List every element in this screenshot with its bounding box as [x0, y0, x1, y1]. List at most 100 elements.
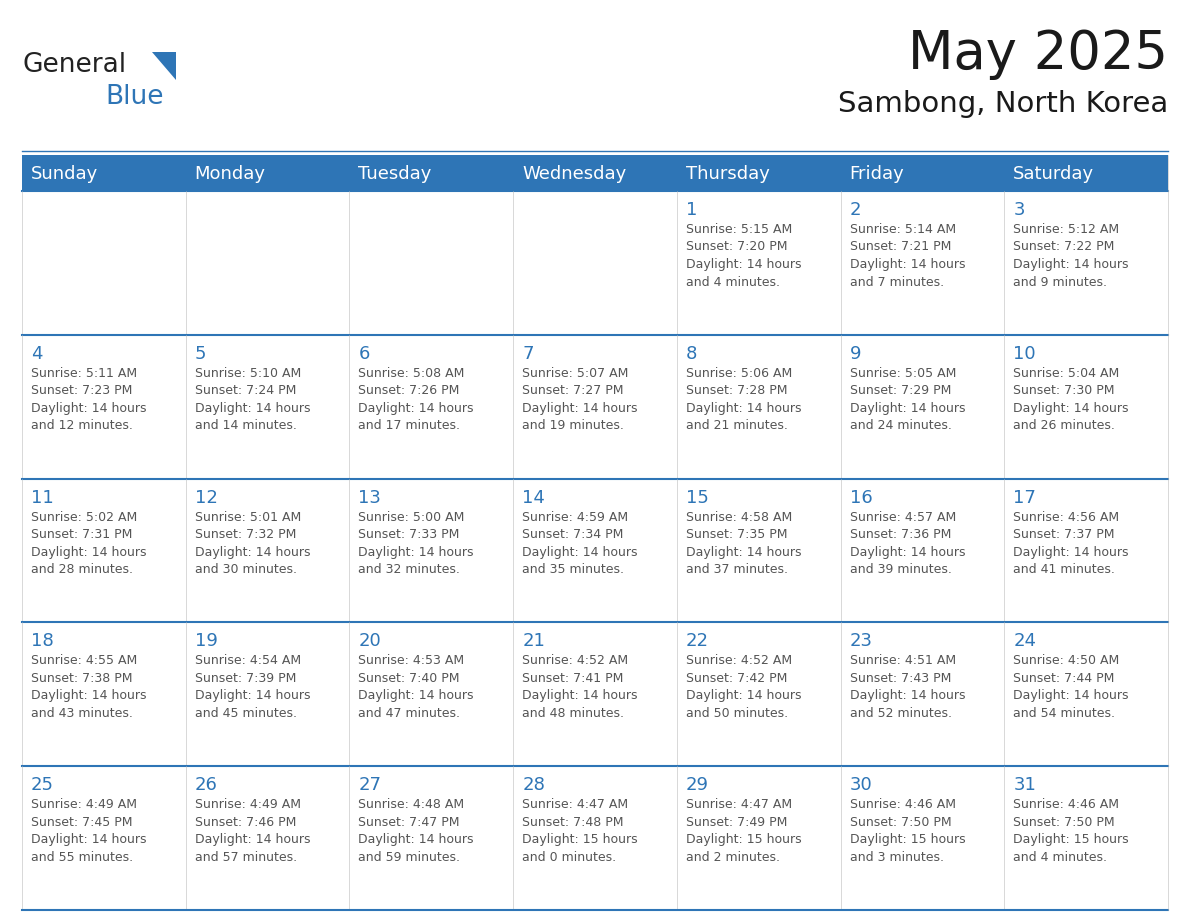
Text: Daylight: 14 hours: Daylight: 14 hours	[31, 689, 146, 702]
Text: Sunrise: 4:53 AM: Sunrise: 4:53 AM	[359, 655, 465, 667]
Text: Sunset: 7:32 PM: Sunset: 7:32 PM	[195, 528, 296, 541]
Text: Sunrise: 5:04 AM: Sunrise: 5:04 AM	[1013, 367, 1119, 380]
Text: Daylight: 15 hours: Daylight: 15 hours	[1013, 834, 1129, 846]
Text: 13: 13	[359, 488, 381, 507]
Text: and 4 minutes.: and 4 minutes.	[1013, 851, 1107, 864]
Text: Sunset: 7:26 PM: Sunset: 7:26 PM	[359, 385, 460, 397]
Text: Sunrise: 4:47 AM: Sunrise: 4:47 AM	[685, 798, 792, 812]
Bar	[513, 335, 677, 478]
Text: May 2025: May 2025	[908, 28, 1168, 80]
Text: Sunrise: 4:49 AM: Sunrise: 4:49 AM	[195, 798, 301, 812]
Text: Daylight: 15 hours: Daylight: 15 hours	[523, 834, 638, 846]
Bar	[23, 335, 185, 478]
Text: Daylight: 14 hours: Daylight: 14 hours	[849, 545, 965, 558]
Text: 15: 15	[685, 488, 709, 507]
Text: Sunset: 7:36 PM: Sunset: 7:36 PM	[849, 528, 950, 541]
Bar	[185, 478, 349, 622]
Text: Sunrise: 5:01 AM: Sunrise: 5:01 AM	[195, 510, 301, 523]
Text: Daylight: 14 hours: Daylight: 14 hours	[523, 545, 638, 558]
Text: Sunrise: 5:14 AM: Sunrise: 5:14 AM	[849, 223, 955, 236]
Bar	[1004, 478, 1168, 622]
Text: 31: 31	[1013, 777, 1036, 794]
Bar	[185, 335, 349, 478]
Text: and 28 minutes.: and 28 minutes.	[31, 563, 133, 577]
Text: Sunset: 7:49 PM: Sunset: 7:49 PM	[685, 816, 788, 829]
Text: and 12 minutes.: and 12 minutes.	[31, 420, 133, 432]
Text: Tuesday: Tuesday	[359, 165, 431, 183]
Text: 19: 19	[195, 633, 217, 650]
Text: Sunset: 7:23 PM: Sunset: 7:23 PM	[31, 385, 132, 397]
Text: Daylight: 14 hours: Daylight: 14 hours	[31, 545, 146, 558]
Text: and 7 minutes.: and 7 minutes.	[849, 275, 943, 288]
Text: 30: 30	[849, 777, 872, 794]
Text: Daylight: 14 hours: Daylight: 14 hours	[1013, 402, 1129, 415]
Text: and 30 minutes.: and 30 minutes.	[195, 563, 297, 577]
Text: and 57 minutes.: and 57 minutes.	[195, 851, 297, 864]
Text: Daylight: 14 hours: Daylight: 14 hours	[359, 689, 474, 702]
Text: 20: 20	[359, 633, 381, 650]
Bar	[185, 622, 349, 767]
Text: and 59 minutes.: and 59 minutes.	[359, 851, 461, 864]
Bar	[349, 155, 513, 191]
Text: 23: 23	[849, 633, 872, 650]
Bar	[677, 478, 841, 622]
Text: 29: 29	[685, 777, 709, 794]
Text: Saturday: Saturday	[1013, 165, 1094, 183]
Bar	[349, 335, 513, 478]
Bar	[1004, 622, 1168, 767]
Text: Sunrise: 4:58 AM: Sunrise: 4:58 AM	[685, 510, 792, 523]
Text: Sunset: 7:41 PM: Sunset: 7:41 PM	[523, 672, 624, 685]
Bar	[349, 767, 513, 910]
Text: Sunset: 7:47 PM: Sunset: 7:47 PM	[359, 816, 460, 829]
Bar	[513, 191, 677, 335]
Text: and 47 minutes.: and 47 minutes.	[359, 707, 461, 720]
Text: 7: 7	[523, 345, 533, 363]
Text: 1: 1	[685, 201, 697, 219]
Text: 27: 27	[359, 777, 381, 794]
Text: and 9 minutes.: and 9 minutes.	[1013, 275, 1107, 288]
Text: Daylight: 14 hours: Daylight: 14 hours	[195, 545, 310, 558]
Text: 22: 22	[685, 633, 709, 650]
Text: and 14 minutes.: and 14 minutes.	[195, 420, 297, 432]
Bar	[185, 155, 349, 191]
Text: Sunrise: 4:52 AM: Sunrise: 4:52 AM	[685, 655, 792, 667]
Bar	[677, 191, 841, 335]
Text: Sambong, North Korea: Sambong, North Korea	[838, 90, 1168, 118]
Bar	[677, 622, 841, 767]
Bar	[513, 622, 677, 767]
Text: Sunrise: 5:05 AM: Sunrise: 5:05 AM	[849, 367, 956, 380]
Text: 11: 11	[31, 488, 53, 507]
Text: 10: 10	[1013, 345, 1036, 363]
Text: Daylight: 14 hours: Daylight: 14 hours	[1013, 689, 1129, 702]
Text: Sunrise: 4:51 AM: Sunrise: 4:51 AM	[849, 655, 955, 667]
Text: and 24 minutes.: and 24 minutes.	[849, 420, 952, 432]
Bar	[1004, 767, 1168, 910]
Text: Daylight: 14 hours: Daylight: 14 hours	[31, 402, 146, 415]
Text: 6: 6	[359, 345, 369, 363]
Text: Daylight: 14 hours: Daylight: 14 hours	[195, 689, 310, 702]
Text: Sunrise: 5:06 AM: Sunrise: 5:06 AM	[685, 367, 792, 380]
Text: Sunset: 7:39 PM: Sunset: 7:39 PM	[195, 672, 296, 685]
Bar	[349, 478, 513, 622]
Bar	[841, 335, 1004, 478]
Text: Sunset: 7:34 PM: Sunset: 7:34 PM	[523, 528, 624, 541]
Bar	[23, 191, 185, 335]
Text: Sunrise: 5:10 AM: Sunrise: 5:10 AM	[195, 367, 301, 380]
Bar	[513, 767, 677, 910]
Text: Daylight: 14 hours: Daylight: 14 hours	[685, 689, 802, 702]
Text: Daylight: 14 hours: Daylight: 14 hours	[31, 834, 146, 846]
Text: Sunrise: 4:59 AM: Sunrise: 4:59 AM	[523, 510, 628, 523]
Text: Sunset: 7:27 PM: Sunset: 7:27 PM	[523, 385, 624, 397]
Text: and 19 minutes.: and 19 minutes.	[523, 420, 624, 432]
Bar	[677, 335, 841, 478]
Text: and 4 minutes.: and 4 minutes.	[685, 275, 779, 288]
Bar	[185, 191, 349, 335]
Text: 3: 3	[1013, 201, 1025, 219]
Text: and 32 minutes.: and 32 minutes.	[359, 563, 460, 577]
Text: 14: 14	[523, 488, 545, 507]
Bar	[1004, 191, 1168, 335]
Text: and 17 minutes.: and 17 minutes.	[359, 420, 461, 432]
Text: Sunset: 7:50 PM: Sunset: 7:50 PM	[1013, 816, 1114, 829]
Text: Sunrise: 5:02 AM: Sunrise: 5:02 AM	[31, 510, 138, 523]
Text: Sunset: 7:30 PM: Sunset: 7:30 PM	[1013, 385, 1114, 397]
